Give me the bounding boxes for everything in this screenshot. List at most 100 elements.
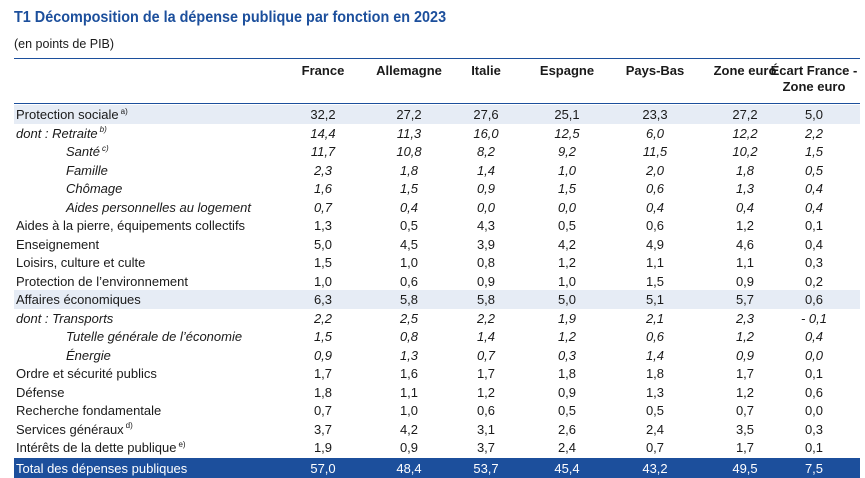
cell-value: 1,2 [476, 384, 496, 400]
cell-value: 16,0 [473, 125, 499, 141]
cell-value: 0,7 [313, 403, 333, 418]
col-header-france: France [301, 63, 345, 78]
cell-value: 5,0 [557, 292, 577, 307]
row-label-text: Santé [66, 144, 100, 159]
row-label-text: Défense [16, 384, 65, 400]
cell-value: 1,1 [399, 384, 419, 400]
cell-value: 1,7 [735, 440, 755, 455]
cell-value: 45,4 [554, 460, 580, 476]
cell-value: 3,9 [476, 236, 496, 252]
cell-value: 0,5 [645, 403, 665, 418]
row-label-text: Total des dépenses publiques [16, 460, 188, 476]
cell-value: 27,2 [396, 107, 422, 122]
cell-value: 0,2 [804, 273, 824, 289]
cell-value: 43,2 [642, 460, 668, 476]
cell-value: 0,3 [804, 255, 824, 270]
cell-value: 5,8 [476, 292, 496, 307]
cell-value: 0,0 [804, 347, 824, 363]
row-label: Tutelle générale de l’économie [66, 328, 242, 345]
cell-value: 6,3 [313, 292, 333, 307]
cell-value: 49,5 [732, 460, 758, 476]
cell-value: 1,2 [557, 329, 577, 344]
cell-value: 1,3 [735, 181, 755, 196]
cell-value: 1,4 [476, 162, 496, 178]
footnote-marker: e) [178, 439, 186, 449]
cell-value: 6,0 [645, 125, 665, 141]
cell-value: 0,4 [399, 199, 419, 215]
cell-value: 0,0 [557, 199, 577, 215]
cell-value: 0,0 [804, 403, 824, 418]
cell-value: 10,8 [396, 144, 422, 159]
row-label: Intérêts de la dette publique e) [16, 439, 186, 456]
cell-value: 0,9 [735, 347, 755, 363]
cell-value: 4,9 [645, 236, 665, 252]
row-label-text: Loisirs, culture et culte [16, 255, 146, 270]
cell-value: 1,2 [735, 329, 755, 344]
cell-value: 2,3 [313, 162, 333, 178]
cell-value: 0,6 [804, 384, 824, 400]
cell-value: 1,0 [399, 255, 419, 270]
table-row: Protection de l’environnement 1,0 0,6 0,9 1,… [14, 272, 860, 291]
cell-value: - 0,1 [800, 310, 827, 326]
cell-value: 1,5 [313, 255, 333, 270]
cell-value: 3,7 [476, 440, 496, 455]
col-header-espagne: Espagne [539, 63, 595, 78]
cell-value: 2,3 [735, 310, 755, 326]
cell-value: 1,1 [645, 255, 665, 270]
cell-value: 2,1 [645, 310, 665, 326]
cell-value: 25,1 [554, 107, 580, 122]
table-row: Enseignement 5,0 4,5 3,9 4,2 4,9 4,6 0,4 [14, 235, 860, 254]
cell-value: 3,7 [313, 421, 333, 437]
row-label: Famille [66, 162, 108, 179]
cell-value: 3,5 [735, 421, 755, 437]
cell-value: 1,0 [557, 162, 577, 178]
row-label-text: Services généraux [16, 421, 124, 437]
cell-value: 0,7 [645, 440, 665, 455]
row-label: Chômage [66, 180, 122, 197]
row-label: Loisirs, culture et culte [16, 254, 145, 271]
cell-value: 11,3 [396, 125, 422, 141]
cell-value: 8,2 [476, 144, 496, 159]
cell-value: 0,6 [645, 181, 665, 196]
cell-value: 9,2 [557, 144, 577, 159]
cell-value: 0,9 [476, 181, 496, 196]
cell-value: 5,8 [399, 292, 419, 307]
cell-value: 0,7 [313, 199, 333, 215]
col-header-ecart: Écart France - Zone euro [770, 63, 858, 95]
cell-value: 0,5 [557, 403, 577, 418]
table-row: Énergie 0,9 1,3 0,7 0,3 1,4 0,9 0,0 [14, 346, 860, 365]
footnote-marker: a) [120, 106, 128, 116]
cell-value: 1,4 [476, 329, 496, 344]
cell-value: 0,4 [804, 236, 824, 252]
table-row: dont : Transports 2,2 2,5 2,2 1,9 2,1 2,3 - 0,1 [14, 309, 860, 328]
table-body: Protection sociale a) 32,2 27,2 27,6 25,1 23,3… [14, 105, 860, 478]
cell-value: 0,9 [476, 273, 496, 289]
table-row: Recherche fondamentale 0,7 1,0 0,6 0,5 0,5 0,7… [14, 401, 860, 420]
table-row: Protection sociale a) 32,2 27,2 27,6 25,1 23,3… [14, 105, 860, 124]
cell-value: 1,0 [313, 273, 333, 289]
cell-value: 0,0 [476, 199, 496, 215]
cell-value: 0,5 [399, 218, 419, 233]
row-label-text: Affaires économiques [16, 292, 141, 307]
cell-value: 2,2 [476, 310, 496, 326]
cell-value: 0,9 [735, 273, 755, 289]
row-label-text: Transports [52, 310, 114, 326]
cell-value: 2,2 [804, 125, 824, 141]
row-label: Services généraux d) [16, 421, 133, 438]
cell-value: 2,2 [313, 310, 333, 326]
cell-value: 1,6 [399, 366, 419, 381]
row-label-text: Aides à la pierre, équipements collectif… [16, 218, 246, 233]
row-label-text: Tutelle générale de l’économie [66, 329, 243, 344]
cell-value: 23,3 [642, 107, 668, 122]
cell-value: 1,3 [313, 218, 333, 233]
cell-value: 0,4 [645, 199, 665, 215]
cell-value: 4,2 [399, 421, 419, 437]
cell-value: 1,8 [645, 366, 665, 381]
cell-value: 0,8 [476, 255, 496, 270]
cell-value: 27,2 [732, 107, 758, 122]
table-row: Ordre et sécurité publics 1,7 1,6 1,7 1,8 1,8… [14, 364, 860, 383]
cell-value: 2,0 [645, 162, 665, 178]
page-title: T1 Décomposition de la dépense publique … [14, 9, 447, 26]
cell-value: 1,7 [735, 366, 755, 381]
